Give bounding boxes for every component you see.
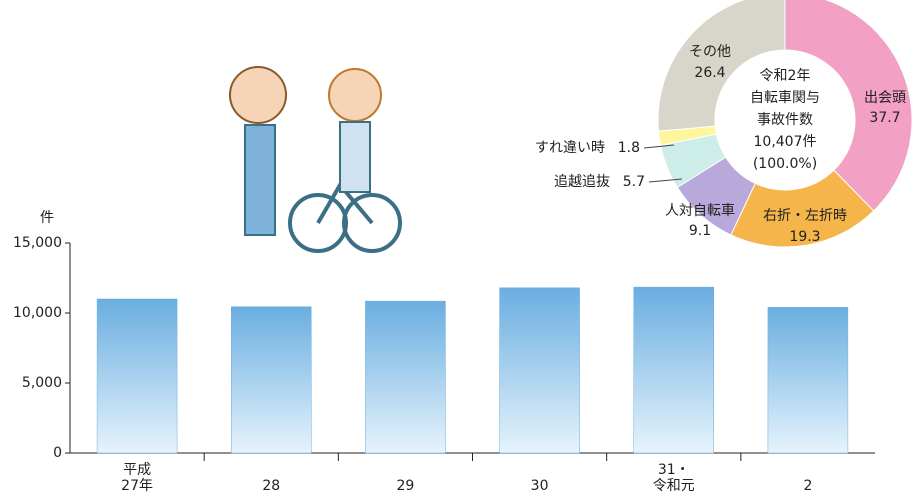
leader-line — [648, 178, 683, 183]
segment-value: 37.7 — [869, 110, 900, 126]
bar — [767, 307, 849, 454]
y-tick-label: 5,000 — [22, 375, 62, 391]
bar — [633, 286, 714, 454]
bar — [499, 287, 580, 454]
donut-segment — [784, 0, 912, 212]
center-text: 令和2年 — [760, 68, 811, 84]
y-tick-label: 15,000 — [13, 235, 62, 251]
illustration — [229, 66, 402, 253]
x-tick-label: 2 — [803, 478, 813, 494]
segment-value: 1.8 — [618, 140, 640, 156]
y-axis-label: 件 — [40, 210, 54, 226]
segment-label: その他 — [689, 44, 731, 60]
center-text: (100.0%) — [753, 156, 817, 172]
center-text: 自転車関与 — [750, 89, 820, 106]
segment-label: すれ違い時 — [535, 140, 605, 156]
donut-segment — [657, 0, 786, 132]
x-tick-label: 31・ 令和元 — [652, 462, 695, 494]
bar — [231, 306, 312, 454]
bar — [96, 298, 178, 454]
x-tick-label: 28 — [262, 478, 281, 494]
leader-line — [643, 144, 675, 149]
y-tick-label: 0 — [53, 445, 62, 461]
segment-label: 右折・左折時 — [763, 208, 847, 224]
segment-value: 9.1 — [689, 223, 711, 239]
bar — [365, 300, 446, 454]
x-tick-label: 29 — [396, 478, 415, 494]
segment-value: 26.4 — [694, 65, 725, 81]
y-tick-label: 10,000 — [13, 305, 62, 321]
center-text: 10,407件 — [754, 134, 817, 150]
segment-label: 追越追抜 — [554, 174, 610, 190]
x-tick-label: 平成 27年 — [121, 462, 153, 494]
x-tick-label: 30 — [530, 478, 549, 494]
segment-label: 出会頭 — [864, 90, 906, 106]
segment-label: 人対自転車 — [665, 202, 735, 219]
center-text: 事故件数 — [757, 112, 813, 128]
segment-value: 19.3 — [789, 229, 820, 245]
segment-value: 5.7 — [623, 174, 645, 190]
